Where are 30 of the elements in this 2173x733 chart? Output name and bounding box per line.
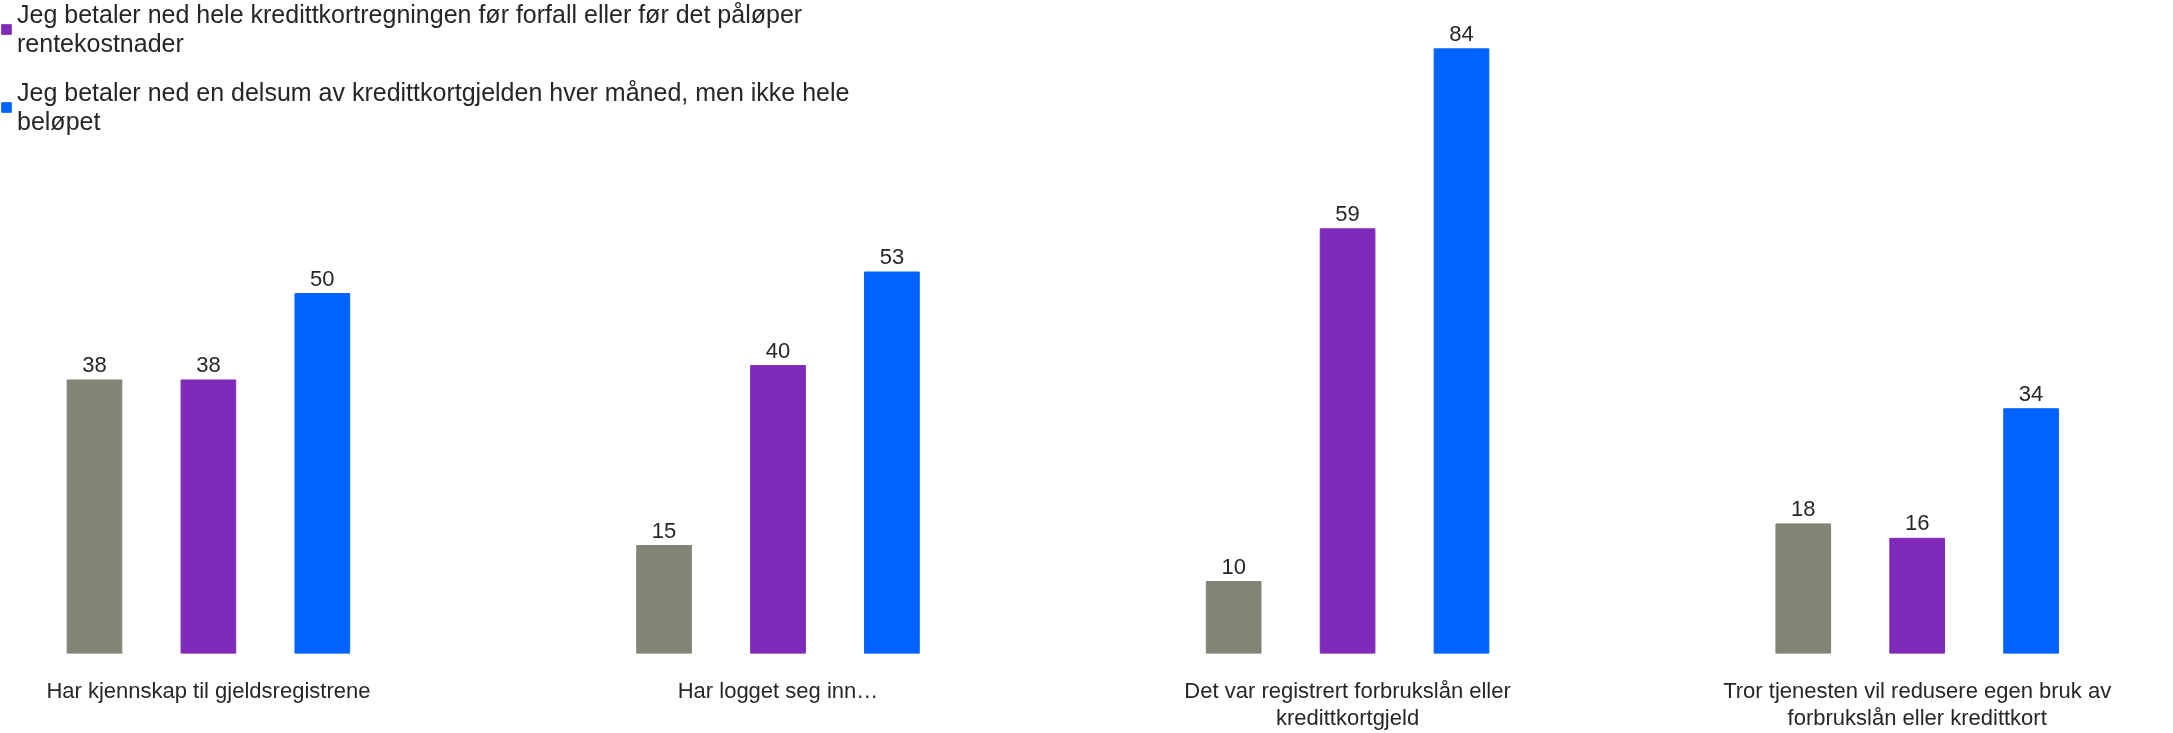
bar xyxy=(636,545,692,654)
data-label: 38 xyxy=(196,351,221,377)
data-label: 16 xyxy=(1904,510,1930,536)
bar xyxy=(1205,581,1262,654)
data-label: 15 xyxy=(651,517,677,543)
bar xyxy=(1433,48,1490,654)
x-tick-label: Tror tjenesten vil redusere egen bruk av forbrukslån eller kredittkort xyxy=(1723,677,2112,730)
legend-label: Jeg betaler ned hele kredittkortregningen før forfall eller før det påløper rentekostnader xyxy=(17,0,803,58)
bar xyxy=(1319,228,1376,654)
legend-label: Jeg betaler ned en delsum av kredittkortgjelden hver måned, men ikke hele beløpet xyxy=(17,78,850,136)
data-label: 84 xyxy=(1449,20,1474,46)
bar xyxy=(294,293,351,654)
x-tick-label: Det var registrert forbrukslån eller kredittkortgjeld xyxy=(1184,677,1511,730)
data-label: 34 xyxy=(2018,380,2044,406)
data-label: 18 xyxy=(1791,495,1816,521)
data-label: 59 xyxy=(1335,200,1360,226)
bar xyxy=(180,379,237,654)
bar xyxy=(750,365,806,654)
bar xyxy=(864,271,920,654)
x-tick-label: Har kjennskap til gjeldsregistrene xyxy=(46,677,371,703)
bar xyxy=(1775,523,1832,654)
x-tick-label: Har logget seg inn… xyxy=(677,677,879,703)
bar xyxy=(2003,408,2059,654)
bar xyxy=(1889,537,1946,654)
bar xyxy=(66,379,123,654)
data-label: 10 xyxy=(1221,553,1246,579)
data-label: 38 xyxy=(82,351,107,377)
data-label: 50 xyxy=(310,265,335,291)
data-label: 40 xyxy=(765,337,791,363)
data-label: 53 xyxy=(879,244,905,270)
